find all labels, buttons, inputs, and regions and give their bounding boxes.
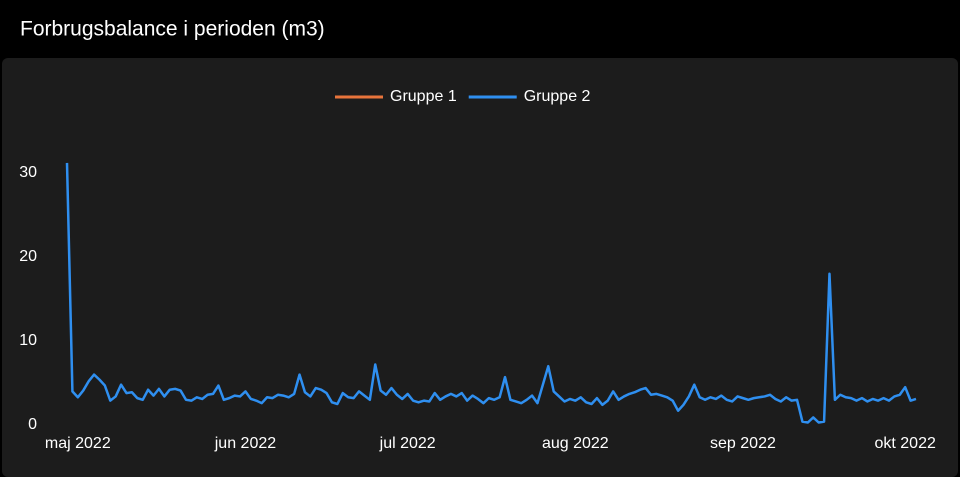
- x-tick-label: aug 2022: [542, 435, 609, 452]
- series-line: [65, 162, 917, 424]
- x-tick-label: jul 2022: [379, 435, 436, 452]
- y-tick-label: 0: [28, 416, 37, 433]
- chart-card: [2, 58, 958, 477]
- y-tick-label: 30: [19, 164, 37, 181]
- chart-title: Forbrugsbalance i perioden (m3): [20, 18, 325, 41]
- x-tick-label: maj 2022: [45, 435, 111, 452]
- legend-label: Gruppe 2: [524, 88, 591, 105]
- x-tick-label: sep 2022: [710, 435, 776, 452]
- x-tick-label: okt 2022: [874, 435, 935, 452]
- x-tick-label: jun 2022: [214, 435, 276, 452]
- y-tick-label: 20: [19, 248, 37, 265]
- legend-label: Gruppe 1: [390, 88, 457, 105]
- y-tick-label: 10: [19, 332, 37, 349]
